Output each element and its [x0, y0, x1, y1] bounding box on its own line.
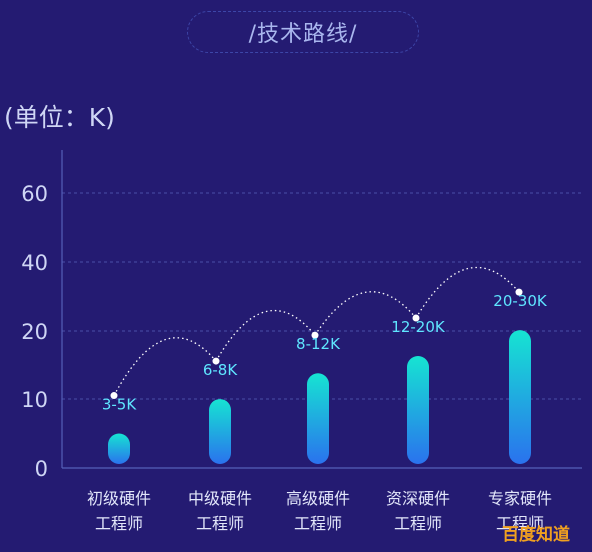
x-category-label: 中级硬件 — [188, 489, 252, 508]
watermark: 百度知道 — [502, 525, 570, 545]
unit-label: (单位：K) — [4, 103, 115, 132]
data-label: 20-30K — [493, 292, 548, 310]
connector-arc — [415, 266, 520, 319]
connector-arc — [215, 310, 316, 362]
marker-dot — [311, 331, 319, 339]
y-tick-label: 10 — [21, 388, 48, 412]
y-tick-label: 60 — [21, 182, 48, 206]
y-tick-label: 0 — [35, 457, 48, 481]
bar — [108, 433, 130, 464]
data-label: 3-5K — [102, 396, 137, 414]
axis-layer: 0 10 20 40 60 — [21, 150, 582, 481]
x-category-label: 工程师 — [496, 514, 544, 533]
bar-layer — [108, 330, 531, 464]
x-category-label: 资深硬件 — [386, 489, 450, 508]
data-label: 12-20K — [391, 318, 446, 336]
bar — [407, 356, 429, 464]
x-category-label: 工程师 — [95, 514, 143, 533]
marker-dot — [110, 392, 118, 400]
data-label: 6-8K — [203, 361, 238, 379]
marker-dot — [212, 357, 220, 365]
x-category-label: 高级硬件 — [286, 489, 350, 508]
x-category-label: 专家硬件 — [488, 489, 552, 508]
arc-layer — [110, 266, 523, 400]
x-category-label: 工程师 — [394, 514, 442, 533]
connector-arc — [113, 337, 217, 396]
y-tick-label: 20 — [21, 320, 48, 344]
connector-arc — [314, 291, 417, 336]
bar — [209, 399, 231, 464]
bar — [509, 330, 531, 464]
marker-dot — [412, 314, 420, 322]
x-category-label: 工程师 — [196, 514, 244, 533]
marker-dot — [515, 288, 523, 296]
data-label: 8-12K — [296, 335, 341, 353]
bar — [307, 373, 329, 464]
y-tick-label: 40 — [21, 251, 48, 275]
chart-title: /技术路线/ — [187, 11, 419, 53]
x-category-label: 初级硬件 — [87, 489, 151, 508]
x-category-label: 工程师 — [294, 514, 342, 533]
